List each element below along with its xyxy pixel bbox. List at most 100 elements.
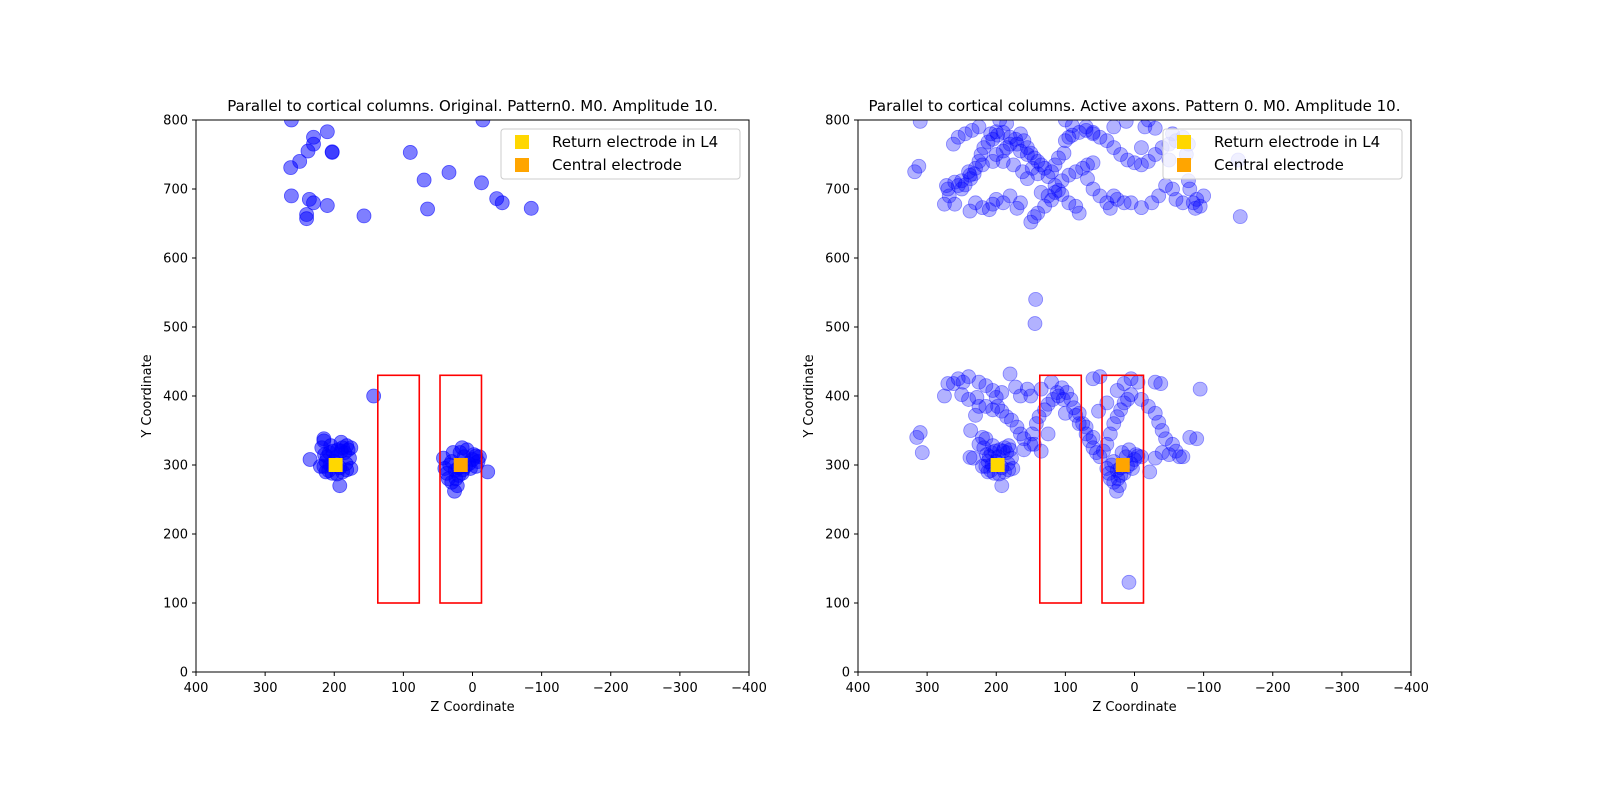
data-point bbox=[474, 175, 489, 191]
data-point bbox=[997, 440, 1012, 456]
data-point bbox=[1016, 431, 1032, 447]
data-point bbox=[1002, 129, 1018, 145]
y-tick-label: 200 bbox=[825, 528, 850, 543]
y-tick-label: 800 bbox=[163, 114, 188, 129]
data-point bbox=[1078, 426, 1094, 442]
data-point bbox=[1123, 387, 1139, 403]
rectangles-layer bbox=[1038, 374, 1145, 604]
data-point bbox=[1068, 164, 1084, 180]
data-point bbox=[975, 157, 990, 173]
return-electrode-marker bbox=[990, 458, 1005, 472]
data-point bbox=[1095, 443, 1111, 459]
data-point bbox=[1140, 398, 1156, 414]
data-point bbox=[1051, 388, 1066, 404]
legend-swatch-return-electrode bbox=[1177, 135, 1191, 149]
data-point bbox=[981, 202, 997, 218]
data-point bbox=[966, 166, 982, 182]
chart-left: 400 300 200 100 0 −100 −200 −300 −400 0 100 200 300… bbox=[140, 97, 767, 715]
markers-layer bbox=[990, 458, 1130, 472]
data-point bbox=[324, 144, 340, 160]
data-point bbox=[1099, 436, 1115, 452]
data-point bbox=[1196, 188, 1212, 204]
y-tick-label: 200 bbox=[163, 528, 188, 543]
data-point bbox=[441, 165, 457, 180]
data-point bbox=[975, 429, 990, 445]
data-point bbox=[994, 385, 1010, 400]
data-point bbox=[962, 167, 978, 183]
data-point bbox=[343, 440, 359, 456]
data-point bbox=[1092, 129, 1108, 145]
x-axis: 400 300 200 100 0 −100 −200 −300 −400 bbox=[184, 672, 767, 696]
data-point bbox=[1099, 461, 1115, 476]
data-point bbox=[988, 389, 1004, 405]
data-point bbox=[439, 465, 455, 481]
data-point bbox=[1023, 214, 1039, 230]
data-point bbox=[1064, 127, 1080, 143]
data-point bbox=[1033, 157, 1049, 173]
data-point bbox=[1078, 122, 1094, 138]
data-point bbox=[1044, 164, 1059, 180]
data-point bbox=[1113, 402, 1129, 418]
y-axis-label: Y Coordinate bbox=[802, 354, 817, 438]
data-point bbox=[1140, 153, 1156, 169]
data-point bbox=[1019, 140, 1035, 156]
data-point bbox=[983, 126, 999, 142]
data-point bbox=[999, 445, 1015, 460]
y-tick-label: 100 bbox=[825, 597, 850, 612]
data-point bbox=[1030, 205, 1046, 221]
data-point bbox=[1055, 392, 1071, 407]
data-point bbox=[971, 398, 987, 414]
y-tick-label: 700 bbox=[163, 183, 188, 198]
data-point bbox=[1085, 126, 1101, 142]
data-point bbox=[1016, 133, 1032, 149]
data-point bbox=[907, 164, 923, 180]
data-point bbox=[1134, 449, 1149, 465]
chart-title: Parallel to cortical columns. Original. … bbox=[227, 97, 718, 115]
data-point bbox=[332, 478, 348, 494]
data-point bbox=[1019, 171, 1035, 187]
x-axis: 400 300 200 100 0 −100 −200 −300 −400 bbox=[846, 672, 1429, 696]
data-point bbox=[1085, 429, 1101, 445]
data-point bbox=[909, 429, 925, 445]
data-point bbox=[1151, 188, 1167, 204]
data-point bbox=[523, 200, 539, 216]
data-point bbox=[1013, 143, 1028, 159]
data-point bbox=[1109, 409, 1125, 425]
data-point bbox=[1002, 136, 1018, 152]
y-tick-label: 400 bbox=[163, 390, 188, 405]
data-point bbox=[1113, 147, 1129, 162]
y-tick-label: 500 bbox=[825, 321, 850, 336]
x-tick-label: 100 bbox=[1053, 681, 1078, 696]
data-point bbox=[914, 445, 930, 460]
data-point bbox=[1123, 195, 1139, 211]
data-point bbox=[1192, 381, 1208, 397]
data-point bbox=[988, 191, 1004, 207]
data-point bbox=[947, 174, 963, 190]
data-point bbox=[402, 145, 418, 160]
data-point bbox=[995, 153, 1011, 169]
data-point bbox=[940, 181, 956, 197]
data-point bbox=[1023, 388, 1039, 404]
data-point bbox=[1185, 195, 1201, 211]
data-point bbox=[911, 158, 927, 174]
data-point bbox=[1023, 436, 1039, 452]
data-point bbox=[470, 454, 486, 469]
data-point bbox=[1027, 316, 1043, 331]
data-point bbox=[1116, 376, 1132, 391]
data-point bbox=[939, 178, 954, 193]
points-layer bbox=[283, 120, 539, 499]
data-point bbox=[1004, 412, 1019, 428]
data-point bbox=[1061, 167, 1077, 183]
data-point bbox=[1044, 192, 1059, 208]
data-point bbox=[1116, 395, 1132, 411]
data-point bbox=[1121, 442, 1137, 458]
y-tick-label: 600 bbox=[163, 252, 188, 267]
data-point bbox=[1064, 120, 1080, 133]
data-point bbox=[1009, 419, 1025, 435]
data-point bbox=[957, 177, 973, 193]
data-point bbox=[1134, 140, 1149, 156]
y-axis: 0 100 200 300 400 500 600 700 800 bbox=[163, 114, 196, 681]
data-point bbox=[1030, 153, 1046, 169]
data-point bbox=[356, 208, 372, 224]
x-tick-label: −300 bbox=[1324, 681, 1360, 696]
